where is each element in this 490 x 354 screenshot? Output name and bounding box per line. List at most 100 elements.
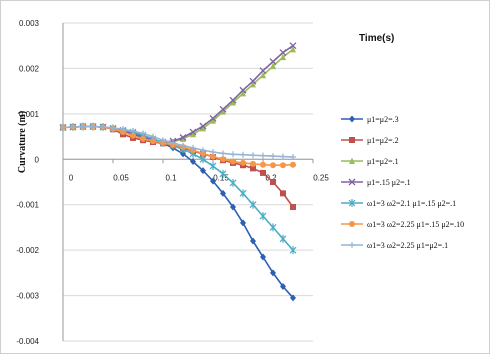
y-tick-label: -0.004 — [16, 337, 39, 346]
legend-label: μ1=μ2=.3 — [367, 115, 399, 124]
data-point — [270, 269, 276, 277]
x-tick-label: 0.15 — [213, 173, 229, 182]
data-point — [279, 49, 287, 56]
y-tick-labels: 0.003 0.002 0.001 0 -0.001 -0.002 -0.003 -0.004 — [16, 19, 39, 346]
data-point — [220, 150, 226, 157]
data-point — [269, 223, 277, 232]
data-point — [150, 133, 156, 140]
y-tick-label: 0.002 — [19, 64, 40, 73]
data-point — [279, 234, 287, 243]
y-tick-label: 0.003 — [19, 19, 40, 28]
data-point — [349, 242, 355, 248]
x-tick-label: 0.05 — [113, 173, 129, 182]
data-point — [348, 178, 356, 186]
legend-item: μ1=.15 μ2=.1 — [341, 178, 411, 187]
data-point — [209, 114, 217, 122]
data-point — [190, 130, 196, 138]
y-tick-label: 0 — [35, 155, 40, 164]
y-axis-title: Curvature (m) — [17, 111, 28, 173]
data-point — [259, 212, 267, 221]
data-point — [250, 80, 256, 88]
y-tick-label: 0.001 — [19, 110, 40, 119]
data-point — [240, 159, 246, 166]
data-point — [130, 128, 136, 135]
legend: μ1=μ2=.3 μ1=μ2=.2 μ1=μ2=.1 μ1=.15 μ2=.1 ω1=3… — [341, 115, 464, 250]
data-point — [289, 246, 297, 255]
data-point — [270, 162, 276, 169]
data-point — [239, 189, 247, 198]
data-point — [280, 162, 286, 169]
legend-item: μ1=μ2=.3 — [341, 115, 399, 124]
data-point — [60, 124, 66, 131]
data-point — [349, 221, 355, 227]
data-point — [219, 105, 227, 113]
data-point — [290, 203, 296, 210]
x-axis-title: Time(s) — [359, 33, 394, 44]
legend-label: ω1=3 ω2=2.25 μ1=.15 μ2=.10 — [367, 220, 464, 229]
legend-label: μ1=μ2=.1 — [367, 157, 399, 166]
y-tick-label: -0.002 — [16, 246, 39, 255]
data-point — [200, 150, 206, 157]
series-line — [62, 48, 294, 144]
data-point — [120, 126, 126, 133]
data-point — [230, 203, 236, 211]
data-point — [210, 153, 216, 160]
x-tick-label: 0.25 — [313, 173, 329, 182]
data-point — [199, 155, 207, 164]
data-point — [349, 157, 355, 164]
data-point — [250, 237, 256, 245]
data-point — [269, 58, 277, 66]
data-point — [190, 144, 196, 151]
series-layer — [59, 42, 297, 302]
data-point — [70, 124, 76, 131]
legend-label: μ1=μ2=.2 — [367, 136, 399, 145]
series-3 — [60, 45, 296, 146]
y-tick-label: -0.001 — [16, 201, 39, 210]
data-point — [290, 294, 296, 302]
data-point — [349, 137, 355, 143]
legend-item: ω1=3 ω2=2.25 μ1=μ2=.1 — [341, 241, 448, 250]
data-point — [220, 108, 226, 115]
data-point — [250, 152, 256, 159]
data-point — [250, 165, 256, 172]
data-point — [290, 154, 296, 161]
data-point — [250, 160, 256, 167]
data-point — [130, 132, 136, 139]
data-point — [259, 67, 267, 75]
data-point — [220, 189, 226, 197]
data-point — [200, 167, 206, 175]
data-point — [210, 117, 216, 124]
data-point — [209, 162, 217, 171]
legend-label: ω1=3 ω2=2.25 μ1=μ2=.1 — [367, 241, 448, 250]
data-point — [179, 134, 187, 141]
series-5 — [59, 122, 297, 255]
legend-item: μ1=μ2=.1 — [341, 157, 399, 166]
data-point — [349, 115, 355, 123]
data-point — [140, 130, 146, 137]
y-tick-label: -0.003 — [16, 292, 39, 301]
data-point — [180, 142, 186, 149]
legend-item: ω1=3 ω2=2.1 μ1=.15 μ2=.1 — [341, 199, 456, 208]
data-point — [100, 124, 106, 131]
data-point — [110, 124, 116, 131]
data-point — [199, 122, 207, 130]
data-point — [280, 282, 286, 290]
data-point — [180, 135, 186, 142]
series-line — [62, 125, 294, 158]
data-point — [160, 137, 166, 144]
data-point — [229, 178, 237, 187]
data-point — [270, 153, 276, 160]
data-point — [260, 71, 266, 79]
data-point — [239, 86, 247, 94]
data-point — [280, 190, 286, 197]
data-point — [290, 45, 296, 53]
data-point — [348, 199, 356, 207]
data-point — [210, 177, 216, 185]
data-point — [230, 99, 236, 106]
data-point — [280, 53, 286, 61]
data-point — [80, 123, 86, 130]
data-point — [200, 147, 206, 154]
data-point — [260, 169, 266, 176]
